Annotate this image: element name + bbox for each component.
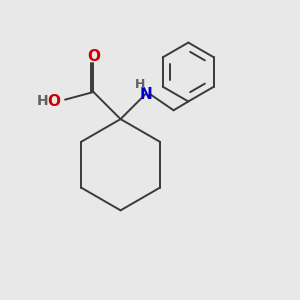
- Text: H: H: [135, 78, 146, 91]
- Text: H: H: [37, 94, 49, 108]
- Text: N: N: [139, 87, 152, 102]
- Text: O: O: [87, 49, 100, 64]
- Text: O: O: [48, 94, 61, 109]
